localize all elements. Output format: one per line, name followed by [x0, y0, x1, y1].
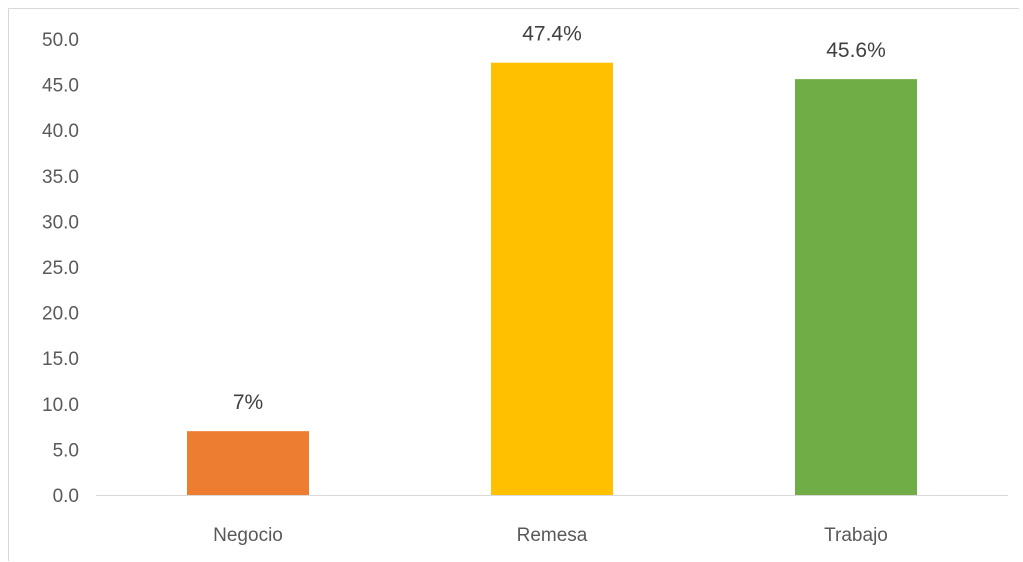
y-tick-label: 20.0 — [42, 304, 79, 325]
y-tick-label: 10.0 — [42, 395, 79, 416]
y-tick-label: 45.0 — [42, 76, 79, 97]
y-tick-label: 50.0 — [42, 30, 79, 51]
y-tick-label: 40.0 — [42, 121, 79, 142]
x-category-label: Negocio — [213, 525, 283, 546]
bar-negocio — [187, 431, 309, 495]
y-tick-label: 25.0 — [42, 258, 79, 279]
x-category-label: Remesa — [517, 525, 588, 546]
data-label: 45.6% — [826, 39, 886, 62]
data-label: 7% — [233, 391, 263, 414]
bar-remesa — [491, 62, 613, 495]
y-tick-label: 15.0 — [42, 349, 79, 370]
chart-frame — [8, 8, 1019, 561]
y-tick-label: 0.0 — [53, 486, 79, 507]
data-label: 47.4% — [522, 23, 582, 46]
y-tick-label: 5.0 — [53, 440, 79, 461]
x-category-label: Trabajo — [824, 525, 888, 546]
y-tick-label: 35.0 — [42, 167, 79, 188]
bar-trabajo — [795, 79, 917, 496]
y-tick-label: 30.0 — [42, 212, 79, 233]
